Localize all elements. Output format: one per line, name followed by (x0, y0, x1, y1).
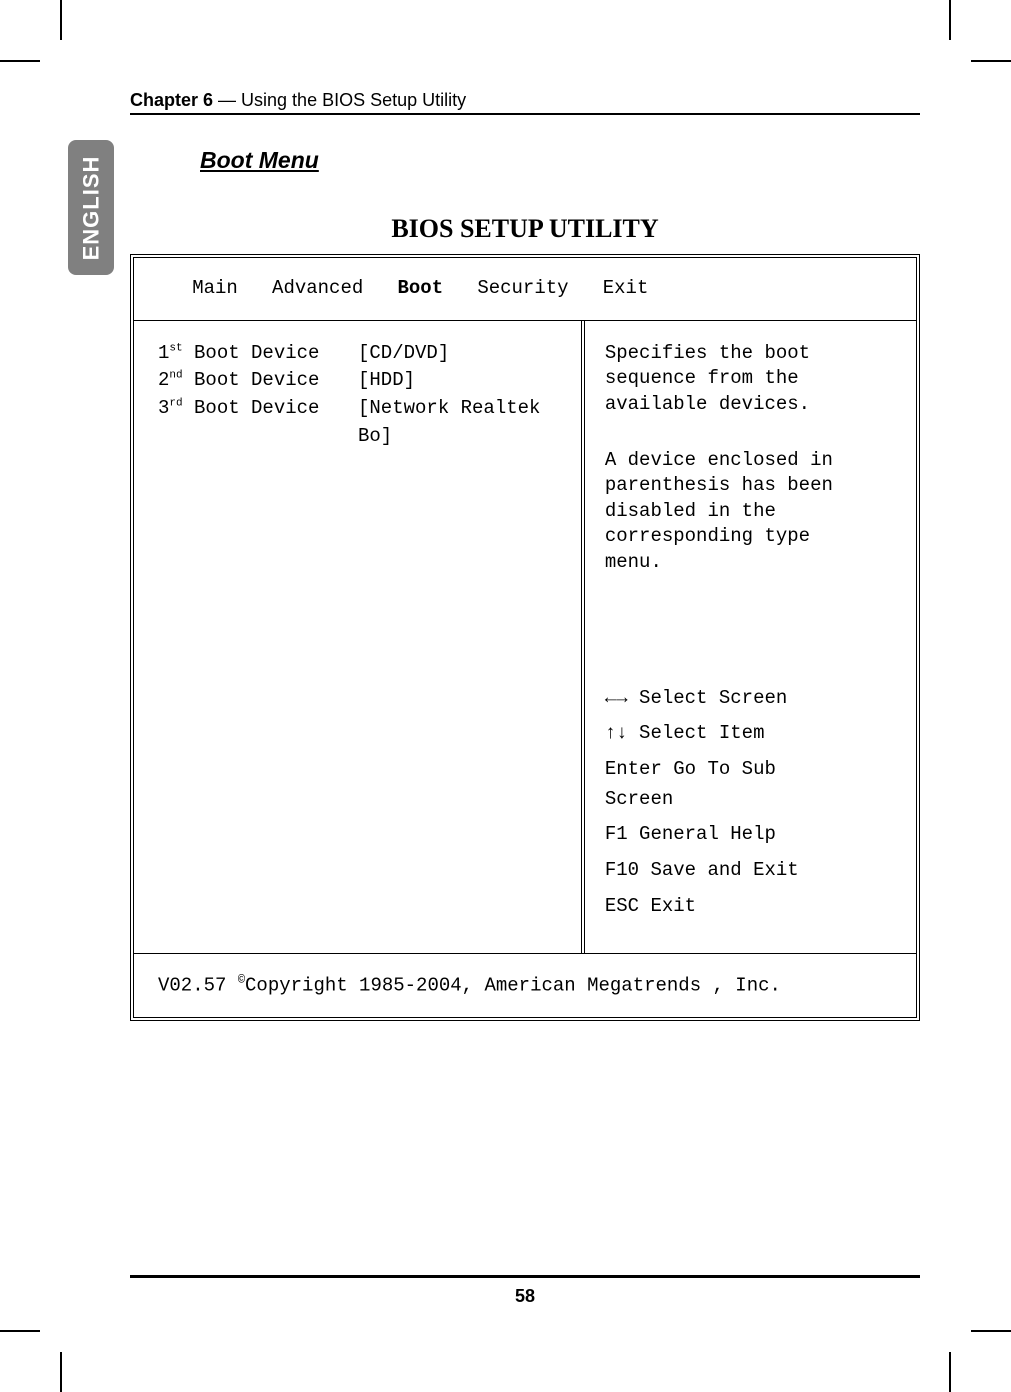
crop-mark (949, 0, 951, 40)
language-tab-label: ENGLISH (78, 155, 104, 260)
nav-f1: F1 General Help (605, 822, 898, 848)
boot-row-2[interactable]: 2nd Boot Device [HDD] (158, 368, 563, 394)
boot-value-3a: [Network Realtek (358, 396, 563, 422)
help-block-1: Specifies the boot sequence from the ava… (605, 341, 898, 418)
tab-main[interactable]: Main (192, 276, 238, 302)
boot-ord-1: st (169, 342, 182, 354)
page-content: Chapter 6 — Using the BIOS Setup Utility… (130, 90, 920, 1021)
chapter-title: — Using the BIOS Setup Utility (213, 90, 466, 110)
boot-text-3: Boot Device (183, 397, 320, 419)
boot-row-1[interactable]: 1st Boot Device [CD/DVD] (158, 341, 563, 367)
boot-value-3b: Bo] (158, 424, 563, 450)
help-line: menu. (605, 550, 898, 576)
nav-enter: Enter Go To Sub (605, 757, 898, 783)
boot-num-1: 1 (158, 342, 169, 364)
crop-mark (0, 60, 40, 62)
boot-text-2: Boot Device (183, 369, 320, 391)
boot-row-3[interactable]: 3rd Boot Device [Network Realtek (158, 396, 563, 422)
bios-right-panel: Specifies the boot sequence from the ava… (585, 321, 916, 954)
boot-label-1: 1st Boot Device (158, 341, 358, 367)
crop-mark (949, 1352, 951, 1392)
help-line: Specifies the boot (605, 341, 898, 367)
help-line: A device enclosed in (605, 448, 898, 474)
bios-box: Main Advanced Boot Security Exit 1st Boo… (130, 254, 920, 1021)
boot-value-2: [HDD] (358, 368, 563, 394)
nav-enter-2: Screen (605, 787, 898, 813)
help-line: parenthesis has been (605, 473, 898, 499)
boot-num-3: 3 (158, 397, 169, 419)
boot-label-2: 2nd Boot Device (158, 368, 358, 394)
boot-text-1: Boot Device (183, 342, 320, 364)
chapter-number: Chapter 6 (130, 90, 213, 110)
tab-boot[interactable]: Boot (397, 276, 443, 302)
bios-left-panel: 1st Boot Device [CD/DVD] 2nd Boot Device… (134, 321, 585, 954)
boot-value-1: [CD/DVD] (358, 341, 563, 367)
help-line: available devices. (605, 392, 898, 418)
chapter-header: Chapter 6 — Using the BIOS Setup Utility (130, 90, 920, 115)
footer-version: V02.57 (158, 975, 238, 997)
help-block-2: A device enclosed in parenthesis has bee… (605, 448, 898, 576)
crop-mark (971, 1330, 1011, 1332)
footer-copyright: Copyright 1985-2004, American Megatrends… (245, 975, 781, 997)
bios-body: 1st Boot Device [CD/DVD] 2nd Boot Device… (134, 321, 916, 954)
copyright-symbol: © (238, 973, 245, 987)
crop-mark (60, 1352, 62, 1392)
crop-mark (0, 1330, 40, 1332)
boot-ord-3: rd (169, 398, 182, 410)
tab-advanced[interactable]: Advanced (272, 276, 363, 302)
section-heading: Boot Menu (200, 147, 920, 174)
nav-esc: ESC Exit (605, 894, 898, 920)
boot-ord-2: nd (169, 370, 182, 382)
boot-num-2: 2 (158, 369, 169, 391)
nav-block: ←→ Select Screen ↑↓ Select Item Enter Go… (605, 686, 898, 919)
help-line: disabled in the (605, 499, 898, 525)
bios-tabs: Main Advanced Boot Security Exit (134, 258, 916, 321)
nav-f10: F10 Save and Exit (605, 858, 898, 884)
help-line: sequence from the (605, 366, 898, 392)
tab-security[interactable]: Security (477, 276, 568, 302)
nav-select-item: ↑↓ Select Item (605, 721, 898, 747)
page-number-value: 58 (515, 1286, 535, 1306)
tab-exit[interactable]: Exit (603, 276, 649, 302)
bios-title: BIOS SETUP UTILITY (130, 214, 920, 244)
language-tab: ENGLISH (68, 140, 114, 275)
crop-mark (971, 60, 1011, 62)
page-number: 58 (130, 1275, 920, 1307)
nav-select-screen: ←→ Select Screen (605, 686, 898, 712)
boot-label-3: 3rd Boot Device (158, 396, 358, 422)
crop-mark (60, 0, 62, 40)
help-line: corresponding type (605, 524, 898, 550)
bios-footer: V02.57 ©Copyright 1985-2004, American Me… (134, 953, 916, 1017)
